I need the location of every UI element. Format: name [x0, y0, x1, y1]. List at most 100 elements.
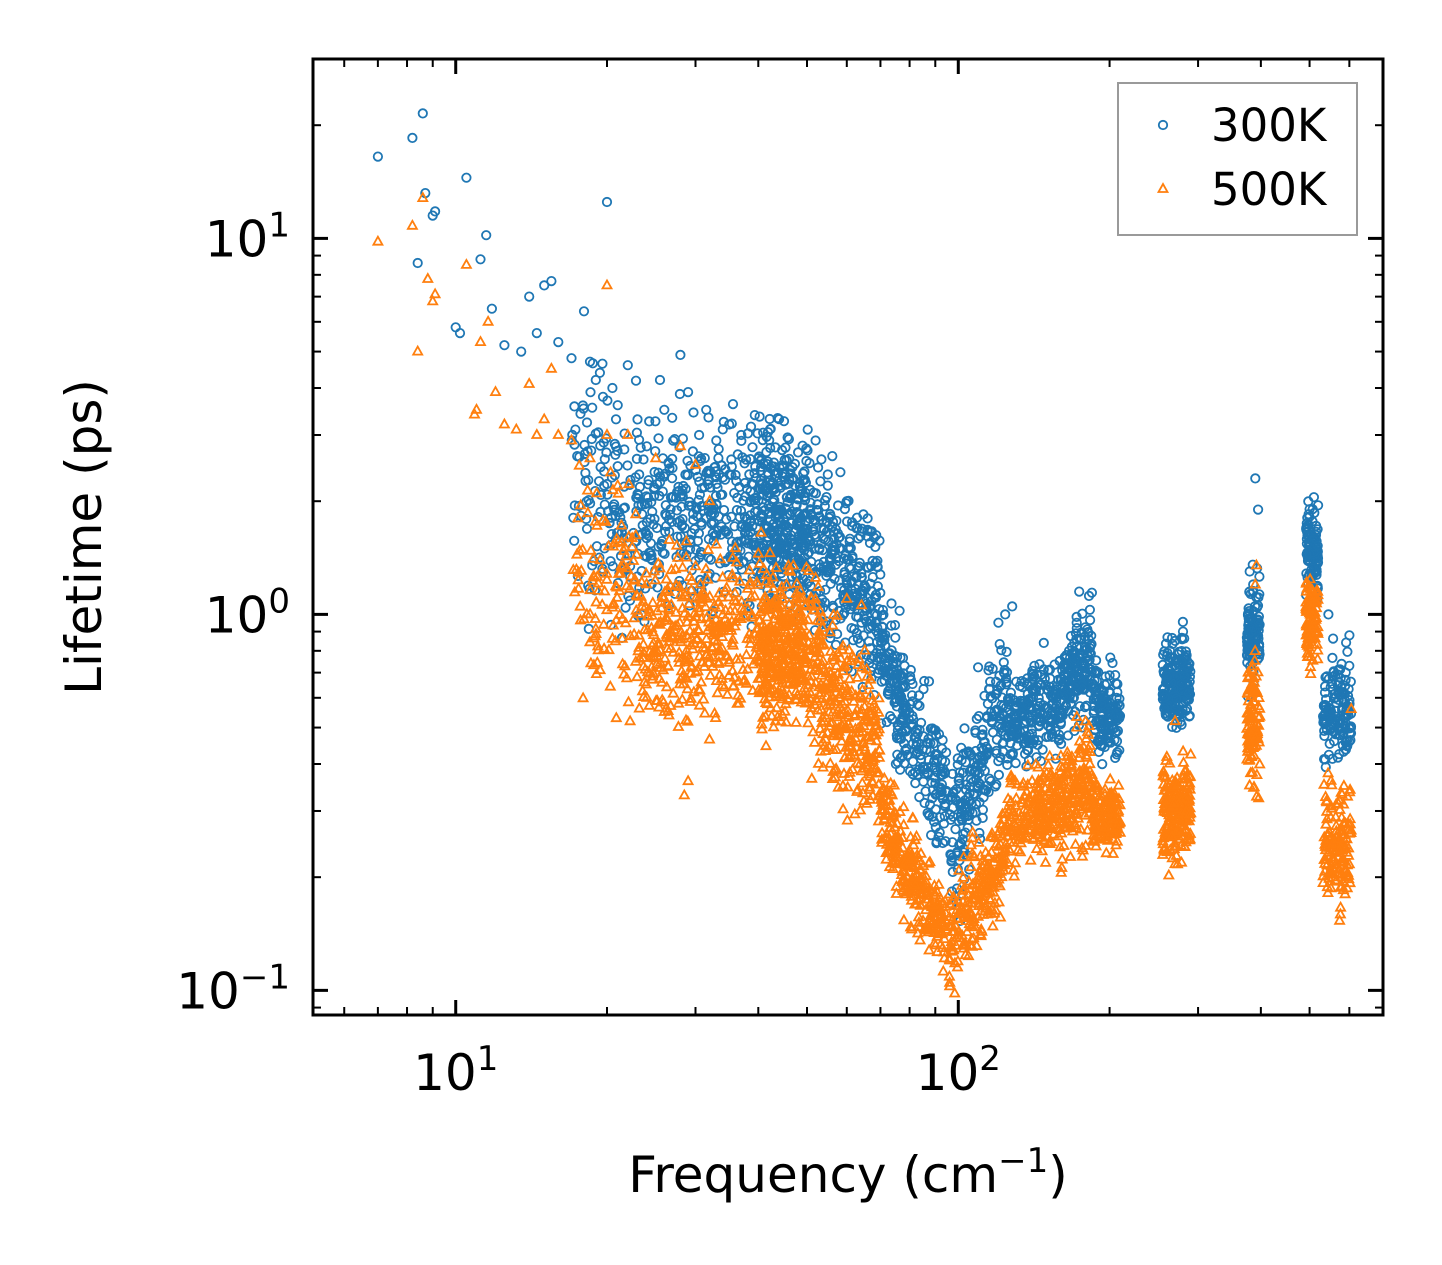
point-300k: [633, 434, 645, 445]
point-300k: [710, 461, 721, 472]
point-300k: [606, 472, 618, 483]
point-300k: [787, 534, 799, 546]
point-300k: [1320, 754, 1331, 765]
point-300k: [1253, 592, 1264, 603]
point-500k: [597, 617, 610, 629]
point-500k: [622, 695, 635, 707]
point-300k: [829, 533, 840, 544]
point-300k: [827, 516, 839, 528]
point-500k: [590, 595, 603, 607]
point-300k: [792, 447, 804, 458]
point-500k: [689, 457, 702, 469]
point-500k: [840, 591, 853, 603]
point-300k: [876, 610, 887, 621]
point-300k: [1345, 728, 1357, 739]
point-500k: [678, 788, 691, 800]
point-300k: [677, 513, 688, 525]
point-300k: [993, 617, 1004, 628]
point-300k: [1326, 706, 1337, 717]
point-300k: [595, 461, 606, 473]
point-300k: [620, 602, 631, 613]
point-300k: [773, 512, 785, 523]
point-300k: [805, 497, 816, 508]
point-300k: [846, 517, 858, 528]
point-300k: [745, 421, 757, 432]
point-300k: [705, 554, 717, 565]
point-300k: [640, 528, 652, 540]
point-300k: [631, 506, 642, 517]
point-300k: [959, 723, 970, 734]
point-300k: [1241, 632, 1253, 643]
point-300k: [1010, 702, 1021, 714]
point-300k: [877, 604, 889, 616]
point-300k: [998, 657, 1009, 668]
point-300k: [1003, 730, 1014, 741]
point-300k: [1069, 654, 1080, 665]
point-300k: [739, 511, 751, 523]
point-300k: [1063, 730, 1074, 741]
point-300k: [870, 541, 881, 553]
point-300k: [607, 561, 618, 572]
point-300k: [756, 478, 767, 489]
point-300k: [694, 489, 706, 500]
point-300k: [1069, 637, 1080, 648]
point-300k: [1043, 685, 1054, 696]
point-300k: [890, 632, 901, 643]
point-300k: [668, 435, 679, 446]
point-300k: [732, 449, 743, 460]
point-300k: [931, 766, 943, 778]
point-300k: [940, 798, 951, 809]
point-300k: [1182, 661, 1194, 673]
point-300k: [597, 391, 609, 402]
point-300k: [1158, 649, 1169, 660]
point-300k: [1056, 738, 1067, 750]
point-500k: [606, 631, 619, 643]
point-300k: [1308, 555, 1319, 566]
point-300k: [575, 408, 586, 419]
point-300k: [569, 401, 580, 412]
point-500k: [590, 667, 603, 678]
point-300k: [755, 465, 766, 476]
point-300k: [726, 536, 738, 547]
point-300k: [931, 837, 942, 849]
point-300k: [1072, 665, 1083, 676]
point-300k: [843, 495, 854, 506]
point-300k: [616, 517, 627, 528]
point-300k: [1333, 688, 1344, 699]
point-300k: [553, 336, 564, 348]
point-300k: [634, 469, 645, 480]
point-300k: [427, 210, 438, 221]
point-300k: [839, 503, 851, 515]
point-300k: [1171, 657, 1183, 668]
point-300k: [669, 433, 680, 445]
point-300k: [1093, 715, 1104, 726]
point-300k: [667, 412, 678, 423]
point-300k: [1058, 661, 1070, 672]
point-300k: [1047, 728, 1058, 739]
point-300k: [821, 491, 832, 503]
point-300k: [1071, 617, 1082, 628]
point-300k: [782, 549, 793, 561]
point-300k: [899, 708, 911, 719]
point-300k: [795, 489, 806, 500]
point-300k: [878, 631, 890, 643]
point-500k: [600, 278, 614, 290]
point-300k: [1160, 638, 1172, 649]
point-300k: [872, 555, 883, 566]
point-300k: [960, 784, 972, 795]
point-300k: [875, 587, 886, 599]
point-300k: [947, 866, 958, 878]
point-300k: [876, 621, 888, 632]
series-500k: [371, 191, 1358, 998]
point-300k: [1243, 608, 1254, 619]
point-500k: [474, 335, 487, 346]
point-300k: [794, 554, 805, 566]
point-300k: [845, 563, 856, 574]
point-500k: [581, 483, 594, 495]
point-300k: [1328, 633, 1339, 644]
point-300k: [809, 543, 821, 554]
point-300k: [695, 453, 707, 464]
point-300k: [581, 417, 593, 428]
point-300k: [765, 442, 776, 454]
point-300k: [739, 527, 751, 539]
